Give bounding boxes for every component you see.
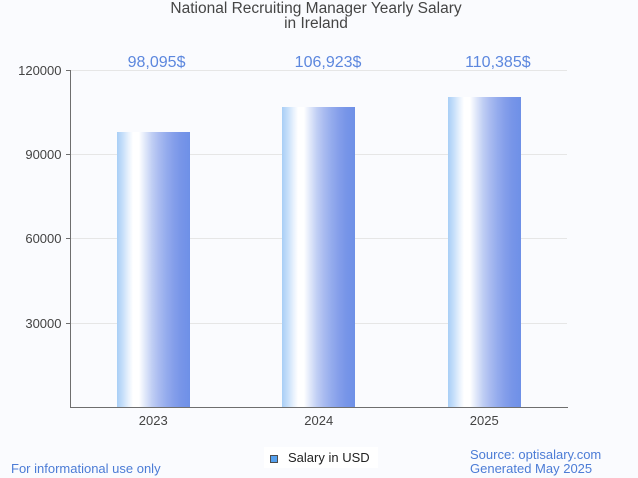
chart-title-line2: in Ireland (284, 14, 348, 32)
value-label: 110,385$ (465, 53, 531, 71)
legend: Salary in USD (264, 447, 378, 468)
footer-source: Source: optisalary.com Generated May 202… (470, 448, 601, 476)
bar-2023[interactable] (116, 131, 190, 408)
bar-2024[interactable] (282, 106, 356, 408)
value-label: 98,095$ (127, 53, 186, 71)
y-axis-label: 120000 (18, 62, 62, 78)
y-axis-label: 90000 (25, 146, 62, 162)
gridline (70, 69, 567, 71)
y-axis-tick (65, 69, 71, 71)
x-axis-line (70, 407, 568, 408)
y-axis-tick (65, 153, 71, 155)
legend-label: Salary in USD (288, 450, 370, 465)
bar-2025[interactable] (447, 97, 521, 408)
chart-title-line1: National Recruiting Manager Yearly Salar… (170, 0, 462, 17)
generated-line: Generated May 2025 (470, 461, 593, 476)
y-axis-tick (65, 238, 71, 240)
chart-title: National Recruiting Manager Yearly Salar… (0, 0, 635, 32)
value-label: 106,923$ (294, 53, 362, 71)
x-axis-label: 2023 (138, 413, 168, 428)
y-axis-tick (65, 322, 71, 324)
y-axis-line (70, 70, 71, 408)
legend-marker-icon (270, 455, 278, 463)
x-axis-label: 2024 (304, 413, 334, 428)
x-axis-label: 2025 (469, 413, 499, 428)
y-axis-label: 60000 (25, 231, 62, 247)
source-line: Source: optisalary.com (470, 447, 602, 462)
y-axis-label: 30000 (25, 315, 62, 331)
footer-disclaimer: For informational use only (11, 461, 161, 476)
